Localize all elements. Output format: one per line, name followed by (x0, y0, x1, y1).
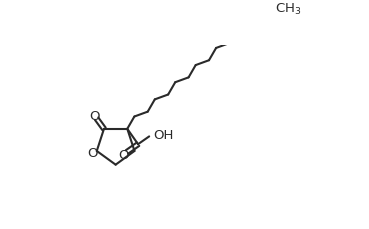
Text: OH: OH (153, 129, 173, 142)
Text: O: O (87, 146, 97, 159)
Text: O: O (118, 148, 129, 161)
Text: CH$_3$: CH$_3$ (275, 2, 302, 17)
Text: O: O (89, 110, 100, 123)
